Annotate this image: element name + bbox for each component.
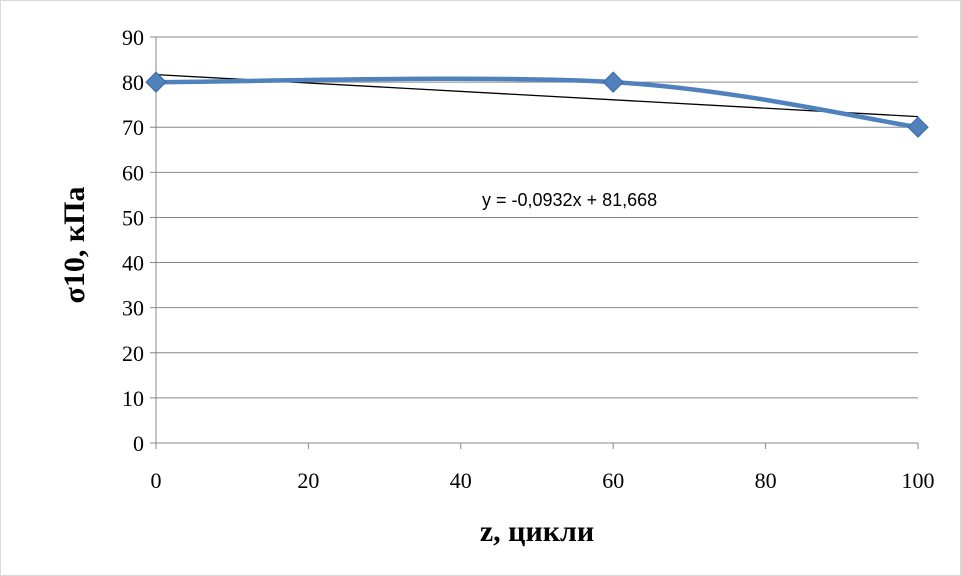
x-tick-label-20: 20 [297, 468, 319, 493]
y-axis-title: σ10, кПа [58, 187, 91, 304]
y-tick-label-70: 70 [122, 115, 144, 140]
x-tick-label-40: 40 [450, 468, 472, 493]
y-tick-label-30: 30 [122, 296, 144, 321]
y-tick-labels: 0 10 20 30 40 50 60 70 80 90 [122, 25, 144, 456]
data-point-60 [602, 71, 624, 93]
x-tick-label-60: 60 [602, 468, 624, 493]
x-axis-title: z, цикли [480, 515, 594, 548]
x-tick-labels: 0 20 40 60 80 100 [151, 468, 935, 493]
y-tick-label-10: 10 [122, 386, 144, 411]
x-tick-label-0: 0 [151, 468, 162, 493]
x-tick-label-100: 100 [902, 468, 935, 493]
x-tick-label-80: 80 [755, 468, 777, 493]
data-point-100 [907, 116, 929, 138]
trendline-equation: y = -0,0932x + 81,668 [482, 190, 657, 210]
gridlines [156, 36, 918, 399]
y-tick-label-80: 80 [122, 70, 144, 95]
y-tick-label-50: 50 [122, 205, 144, 230]
axes [150, 36, 919, 449]
y-tick-label-90: 90 [122, 25, 144, 50]
y-tick-label-60: 60 [122, 160, 144, 185]
series-line-0 [155, 76, 919, 130]
series [145, 71, 929, 138]
y-tick-label-20: 20 [122, 341, 144, 366]
y-tick-label-0: 0 [133, 431, 144, 456]
data-point-0 [145, 71, 167, 93]
y-tick-label-40: 40 [122, 251, 144, 276]
